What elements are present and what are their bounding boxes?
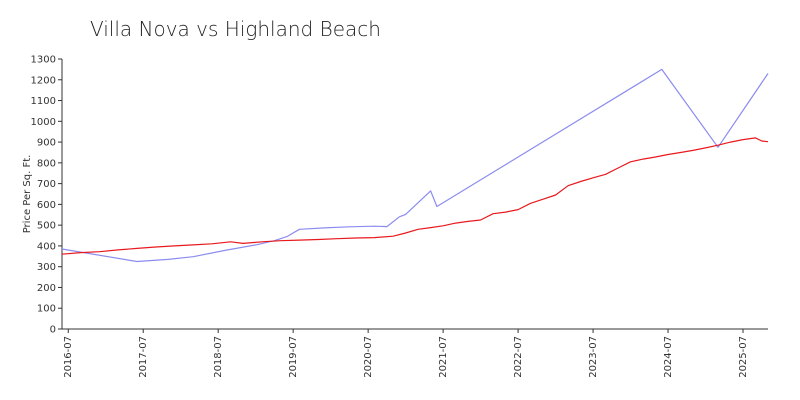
series-group <box>61 68 769 263</box>
series-line-2 <box>61 137 769 255</box>
y-tick-label: 1000 <box>31 117 56 128</box>
y-tick-label: 200 <box>37 283 56 294</box>
chart-title: Villa Nova vs Highland Beach <box>90 17 381 41</box>
x-tick-label: 2019-07 <box>288 336 299 378</box>
x-tick-label: 2017-07 <box>138 336 149 378</box>
y-tick-label: 600 <box>37 200 56 211</box>
y-tick-label: 0 <box>50 325 56 336</box>
x-tick-label: 2022-07 <box>513 336 524 378</box>
y-tick-label: 800 <box>37 158 56 169</box>
y-tick-label: 700 <box>37 179 56 190</box>
y-tick-label: 900 <box>37 138 56 149</box>
y-tick-label: 400 <box>37 241 56 252</box>
x-tick-label: 2016-07 <box>63 336 74 378</box>
axes: 0 100 200 300 400 500 600 700 800 900 1000 1100 1200… <box>31 55 768 378</box>
x-tick-label: 2023-07 <box>588 336 599 378</box>
x-tick-label: 2021-07 <box>438 336 449 378</box>
y-tick-label: 100 <box>37 304 56 315</box>
x-tick-label: 2018-07 <box>213 336 224 378</box>
series-line-1 <box>61 68 769 263</box>
y-tick-label: 300 <box>37 262 56 273</box>
y-tick-label: 1300 <box>31 55 56 66</box>
y-axis-label: Price Per Sq. Ft. <box>22 155 33 234</box>
x-tick-label: 2024-07 <box>663 336 674 378</box>
y-tick-label: 1200 <box>31 75 56 86</box>
x-tick-label: 2025-07 <box>738 336 749 378</box>
y-tick-label: 1100 <box>31 96 56 107</box>
y-tick-label: 500 <box>37 221 56 232</box>
x-tick-label: 2020-07 <box>363 336 374 378</box>
